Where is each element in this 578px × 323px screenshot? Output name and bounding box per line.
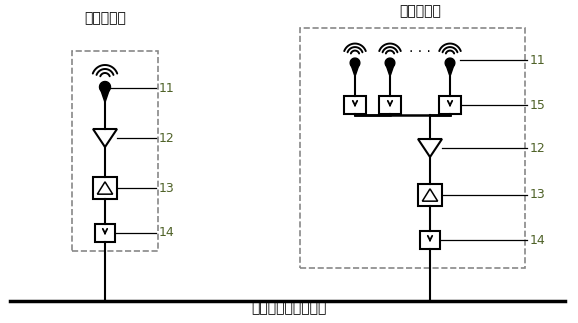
- Text: 11: 11: [159, 81, 175, 95]
- Bar: [344, 96, 366, 114]
- Text: 13: 13: [530, 189, 546, 202]
- Text: 13: 13: [159, 182, 175, 194]
- Text: 高频信号屏蔽总线环: 高频信号屏蔽总线环: [251, 301, 327, 315]
- Text: · · ·: · · ·: [409, 45, 431, 59]
- Text: 11: 11: [530, 54, 546, 67]
- Text: 12: 12: [159, 131, 175, 144]
- Polygon shape: [350, 58, 360, 68]
- Text: 单个传感器: 单个传感器: [84, 11, 126, 25]
- Bar: [93, 177, 117, 199]
- Bar: [72, 51, 158, 251]
- Bar: [95, 224, 115, 242]
- Bar: [418, 184, 442, 206]
- Text: 多个传感器: 多个传感器: [399, 4, 441, 18]
- Polygon shape: [101, 89, 110, 102]
- Bar: [420, 231, 440, 249]
- Polygon shape: [386, 64, 394, 77]
- Text: 14: 14: [159, 226, 175, 239]
- Text: 12: 12: [530, 141, 546, 154]
- Bar: [439, 96, 461, 114]
- Polygon shape: [99, 81, 110, 92]
- Polygon shape: [445, 58, 455, 68]
- Polygon shape: [446, 64, 454, 77]
- Bar: [379, 96, 401, 114]
- Polygon shape: [385, 58, 395, 68]
- Text: 15: 15: [530, 99, 546, 111]
- Bar: [300, 28, 525, 268]
- Text: 14: 14: [530, 234, 546, 246]
- Polygon shape: [351, 64, 359, 77]
